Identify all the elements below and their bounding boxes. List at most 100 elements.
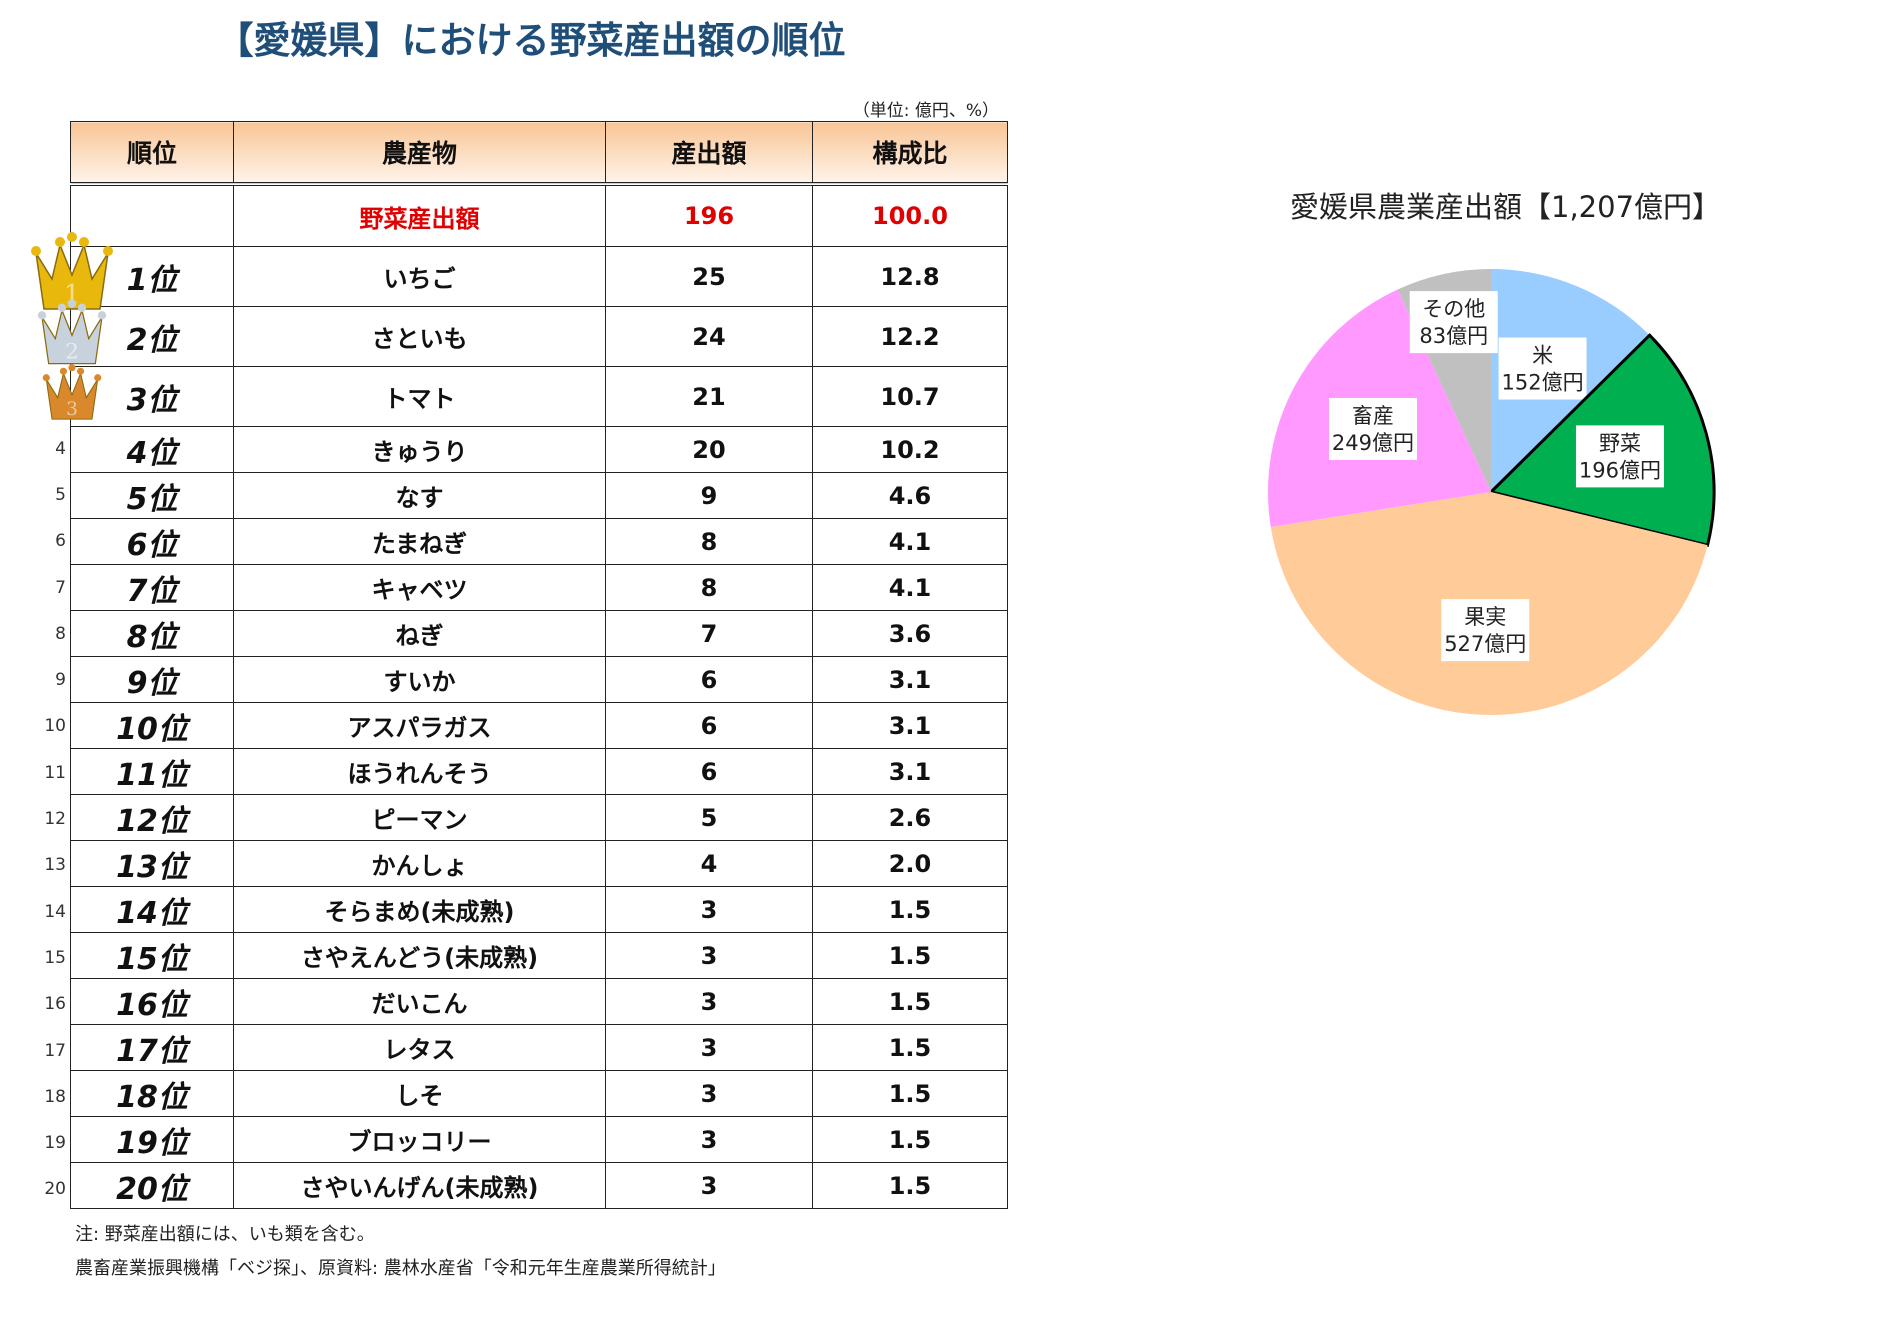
item-cell: トマト: [233, 366, 606, 427]
table-row: 5位 なす 9 4.6: [70, 472, 1008, 519]
item-cell: だいこん: [233, 978, 606, 1025]
value-cell: 6: [605, 656, 813, 703]
item-cell: さやえんどう(未成熟): [233, 932, 606, 979]
share-cell: 2.6: [812, 794, 1008, 841]
rank-cell: 20位: [70, 1162, 234, 1209]
share-cell: 2.0: [812, 840, 1008, 887]
row-number: 11: [44, 762, 66, 783]
value-cell: 25: [605, 246, 813, 307]
rank-cell: 7位: [70, 564, 234, 611]
row-number: 4: [55, 438, 66, 459]
rank-cell: 14位: [70, 886, 234, 933]
rank-cell: 11位: [70, 748, 234, 795]
item-cell: ピーマン: [233, 794, 606, 841]
value-cell: 3: [605, 1070, 813, 1117]
pie-label-label: その他: [1422, 297, 1485, 321]
table-row: 9位 すいか 6 3.1: [70, 656, 1008, 703]
total-row: 野菜産出額 196 100.0: [70, 182, 1008, 247]
row-number: 9: [55, 670, 66, 691]
share-cell: 1.5: [812, 886, 1008, 933]
value-cell: 4: [605, 840, 813, 887]
value-cell: 3: [605, 1116, 813, 1163]
ranking-table: 順位 農産物 産出額 構成比 野菜産出額 196 100.0 1位 いちご 25 12…: [70, 121, 1008, 1209]
item-cell: いちご: [233, 246, 606, 307]
pie-title: 愛媛県農業産出額【1,207億円】: [1290, 190, 1722, 224]
item-cell: ブロッコリー: [233, 1116, 606, 1163]
rank-cell: 12位: [70, 794, 234, 841]
table-row: 20位 さやいんげん(未成熟) 3 1.5: [70, 1162, 1008, 1209]
table-row: 12位 ピーマン 5 2.6: [70, 794, 1008, 841]
row-number: 19: [44, 1133, 66, 1154]
rank-cell: 10位: [70, 702, 234, 749]
table-row: 15位 さやえんどう(未成熟) 3 1.5: [70, 932, 1008, 979]
row-number: 6: [55, 531, 66, 552]
row-number: 8: [55, 623, 66, 644]
header-share: 構成比: [812, 121, 1008, 185]
share-cell: 1.5: [812, 978, 1008, 1025]
pie-label-text: 249億円: [1332, 431, 1414, 455]
rank-cell: 16位: [70, 978, 234, 1025]
value-cell: 3: [605, 1024, 813, 1071]
rank-cell: 13位: [70, 840, 234, 887]
total-rank-cell: [70, 182, 234, 247]
rank-cell: 17位: [70, 1024, 234, 1071]
share-cell: 3.1: [812, 748, 1008, 795]
table-row: 13位 かんしょ 4 2.0: [70, 840, 1008, 887]
row-number: 18: [44, 1086, 66, 1107]
item-cell: アスパラガス: [233, 702, 606, 749]
pie-label-2: 果実 527億円: [1441, 599, 1530, 662]
row-number: 5: [55, 484, 66, 505]
note-1: 注: 野菜産出額には、いも類を含む。: [75, 1224, 375, 1245]
rank-cell: 8位: [70, 610, 234, 657]
share-cell: 3.1: [812, 702, 1008, 749]
table-row: 17位 レタス 3 1.5: [70, 1024, 1008, 1071]
pie-label-3: 畜産 249億円: [1328, 397, 1417, 460]
row-number: 17: [44, 1040, 66, 1061]
item-cell: キャベツ: [233, 564, 606, 611]
table-row: 18位 しそ 3 1.5: [70, 1070, 1008, 1117]
pie-label-text: 527億円: [1444, 632, 1526, 656]
item-cell: すいか: [233, 656, 606, 703]
pie-label-text: 152億円: [1502, 371, 1584, 395]
share-cell: 4.6: [812, 472, 1008, 519]
row-number: 20: [44, 1179, 66, 1200]
page-title: 【愛媛県】における野菜産出額の順位: [216, 19, 846, 62]
pie-label-4: その他 83億円: [1409, 291, 1498, 354]
row-number: 14: [44, 901, 66, 922]
table-row: 7位 キャベツ 8 4.1: [70, 564, 1008, 611]
header-rank: 順位: [70, 121, 234, 185]
row-number: 16: [44, 994, 66, 1015]
total-item: 野菜産出額: [233, 182, 606, 247]
value-cell: 3: [605, 932, 813, 979]
share-cell: 1.5: [812, 1116, 1008, 1163]
total-share: 100.0: [812, 182, 1008, 247]
table-row: 3位 トマト 21 10.7: [70, 366, 1008, 427]
table-row: 8位 ねぎ 7 3.6: [70, 610, 1008, 657]
row-number: 12: [44, 809, 66, 830]
rank-cell: 4位: [70, 426, 234, 473]
pie-label-text: 83億円: [1419, 324, 1488, 348]
rank-cell: 5位: [70, 472, 234, 519]
value-cell: 3: [605, 1162, 813, 1209]
header-value: 産出額: [605, 121, 813, 185]
share-cell: 10.2: [812, 426, 1008, 473]
rank-cell: 19位: [70, 1116, 234, 1163]
pie-label-label: 米: [1532, 344, 1553, 368]
total-value: 196: [605, 182, 813, 247]
item-cell: かんしょ: [233, 840, 606, 887]
item-cell: なす: [233, 472, 606, 519]
rank-cell: 9位: [70, 656, 234, 703]
svg-text:1: 1: [64, 280, 81, 310]
share-cell: 1.5: [812, 1162, 1008, 1209]
value-cell: 7: [605, 610, 813, 657]
table-row: 6位 たまねぎ 8 4.1: [70, 518, 1008, 565]
row-number: 7: [55, 577, 66, 598]
table-row: 19位 ブロッコリー 3 1.5: [70, 1116, 1008, 1163]
value-cell: 9: [605, 472, 813, 519]
share-cell: 1.5: [812, 932, 1008, 979]
pie-label-1: 野菜 196億円: [1575, 425, 1664, 488]
svg-text:3: 3: [66, 399, 78, 420]
row-number: 15: [44, 947, 66, 968]
value-cell: 21: [605, 366, 813, 427]
table-row: 1位 いちご 25 12.8: [70, 246, 1008, 307]
